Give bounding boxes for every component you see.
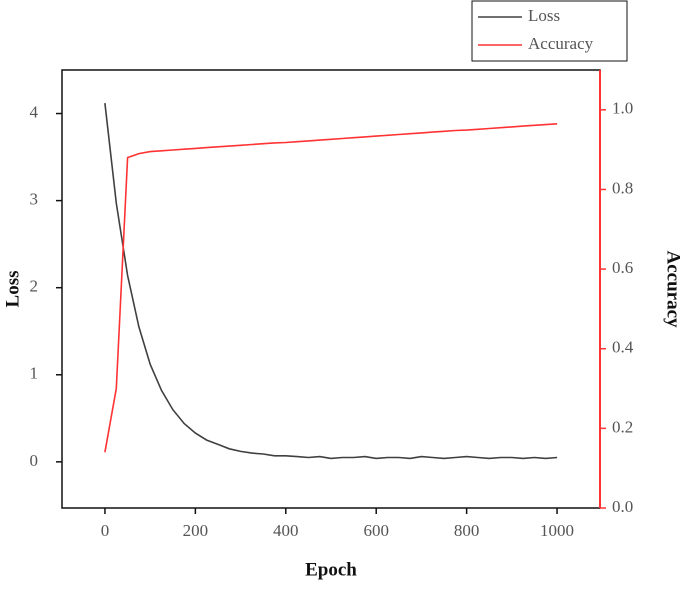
y-axis-label: Loss [2,271,23,308]
y2-tick-label: 0.6 [612,258,633,277]
x-tick-label: 800 [454,521,480,540]
x-axis-label: Epoch [305,559,357,580]
legend-label: Loss [528,6,560,25]
y-tick-label: 3 [30,190,39,209]
y2-axis-label: Accuracy [663,250,684,328]
x-tick-label: 200 [183,521,209,540]
series-line [104,103,558,460]
y2-tick-label: 0.8 [612,178,633,197]
y2-tick-label: 0.0 [612,497,633,516]
y-tick-label: 4 [30,102,39,121]
y-tick-label: 2 [30,277,39,296]
x-tick-label: 600 [363,521,389,540]
y2-tick-label: 0.4 [612,338,634,357]
y-tick-label: 1 [30,364,39,383]
plot-frame [61,69,601,509]
y2-tick-label: 0.2 [612,417,633,436]
x-tick-label: 1000 [540,521,574,540]
y-tick-label: 0 [30,451,39,470]
legend-label: Accuracy [528,34,594,53]
x-tick-label: 0 [101,521,110,540]
legend-box [471,0,628,62]
x-tick-label: 400 [273,521,299,540]
series-line [104,123,558,453]
y2-tick-label: 1.0 [612,99,633,118]
